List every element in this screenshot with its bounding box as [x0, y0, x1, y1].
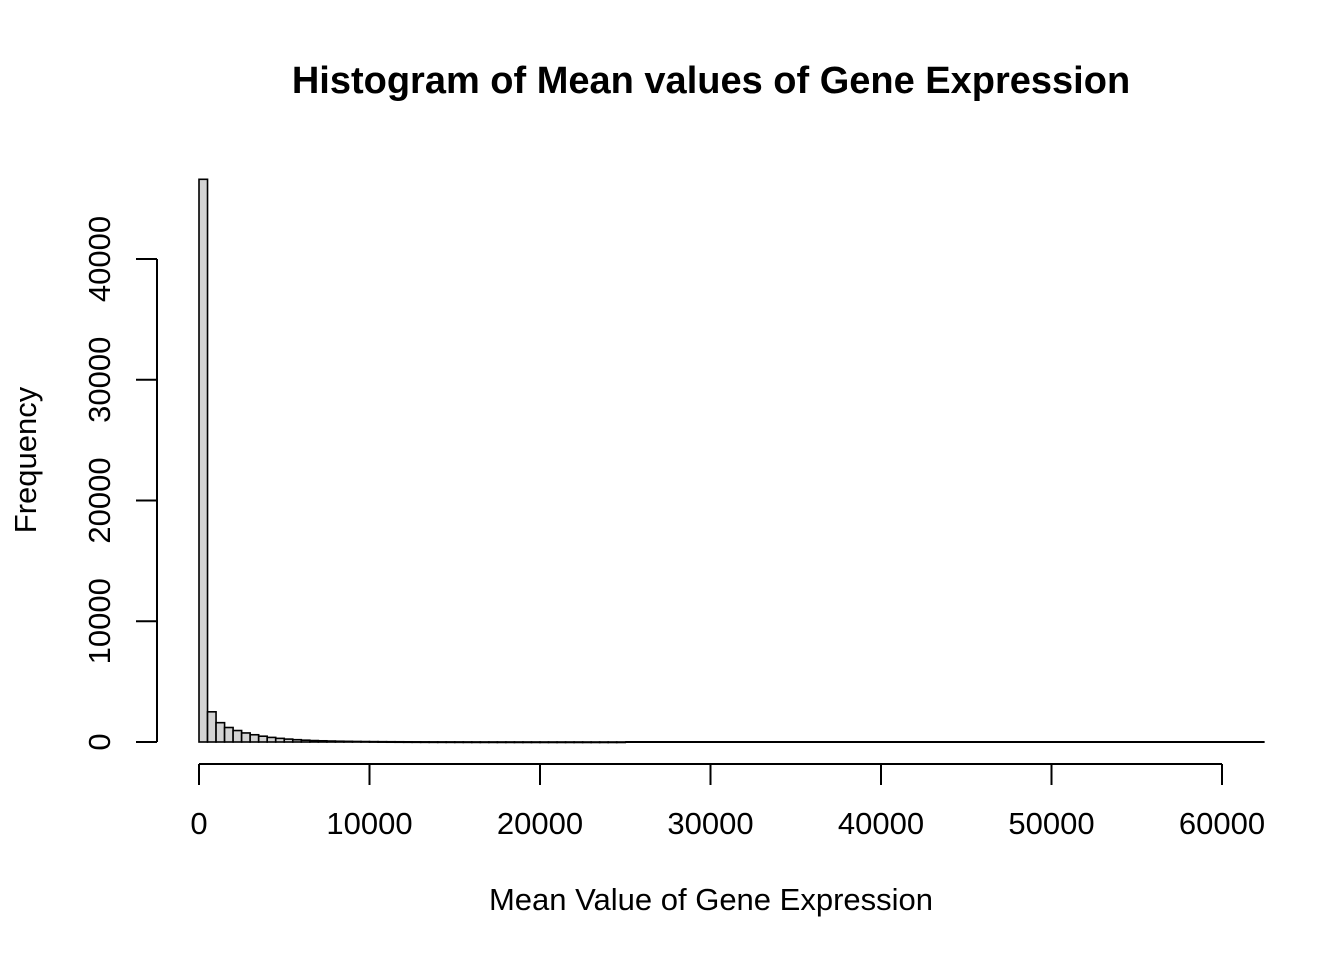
histogram-bar: [453, 741, 465, 744]
histogram-bar: [573, 741, 584, 744]
x-tick-label: 10000: [326, 806, 412, 841]
histogram-bar: [283, 738, 294, 743]
histogram-bar: [240, 732, 251, 743]
histogram-bar: [539, 741, 550, 744]
histogram-bar: [274, 737, 286, 743]
histogram-bar: [360, 740, 371, 743]
histogram-bar: [385, 740, 396, 744]
x-tick-label: 30000: [667, 806, 753, 841]
histogram-bar: [351, 740, 362, 743]
histogram-bar: [598, 741, 609, 744]
histogram-bar: [215, 721, 226, 743]
histogram-bar: [530, 741, 541, 744]
histogram-bar: [607, 741, 618, 744]
histogram-bar: [479, 741, 490, 744]
chart-title: Histogram of Mean values of Gene Express…: [292, 60, 1130, 102]
histogram-bar: [505, 741, 516, 744]
y-tick-label: 40000: [82, 216, 117, 302]
histogram-bar: [513, 741, 524, 744]
histogram-bar: [206, 711, 217, 743]
histogram-bar: [232, 729, 243, 743]
histogram-bar: [257, 735, 268, 743]
y-axis: 0 10000 20000 30000 40000: [82, 216, 158, 751]
y-tick-label: 0: [82, 733, 117, 750]
histogram-bar: [556, 741, 567, 744]
y-tick-label: 20000: [82, 457, 117, 543]
histogram-bar: [445, 741, 456, 744]
histogram-bar: [470, 741, 482, 744]
histogram-bar: [394, 740, 405, 744]
x-tick-label: 0: [190, 806, 207, 841]
histogram-bar: [266, 736, 277, 743]
histogram-bar: [419, 741, 430, 744]
histogram-bar: [496, 741, 507, 744]
histogram-bar: [317, 739, 328, 743]
histogram-bar: [368, 740, 379, 743]
y-tick-label: 30000: [82, 337, 117, 423]
histogram-bar: [615, 741, 627, 744]
histogram-bar: [343, 740, 354, 743]
y-axis-label: Frequency: [8, 386, 43, 533]
histogram-bar: [291, 738, 303, 743]
y-tick-label: 10000: [82, 578, 117, 664]
x-axis: 0 10000 20000 30000 40000 50000 60000: [190, 763, 1265, 841]
x-tick-label: 60000: [1179, 806, 1265, 841]
histogram-bar: [590, 741, 601, 744]
histogram-bar: [488, 741, 499, 744]
histogram-bar: [428, 741, 439, 744]
x-axis-label: Mean Value of Gene Expression: [489, 882, 933, 917]
histogram-bar: [402, 740, 413, 744]
histogram-bar: [522, 741, 533, 744]
histogram-bar: [334, 740, 345, 743]
histogram-bar: [249, 733, 260, 743]
histogram-bar: [581, 741, 592, 744]
x-tick-label: 40000: [838, 806, 924, 841]
histogram-bar: [326, 740, 337, 743]
histogram-bar: [223, 726, 234, 743]
histogram-bar: [377, 740, 388, 743]
histogram-bar: [309, 739, 320, 743]
histogram-bars: [198, 178, 1265, 744]
histogram-bar: [564, 741, 575, 744]
x-tick-label: 50000: [1008, 806, 1094, 841]
histogram-bar: [547, 741, 558, 744]
x-tick-label: 20000: [497, 806, 583, 841]
histogram-bar: [411, 741, 422, 744]
histogram-bar: [198, 178, 209, 743]
histogram-bar: [436, 741, 448, 744]
histogram-bar: [300, 739, 311, 743]
histogram-bar: [462, 741, 473, 744]
